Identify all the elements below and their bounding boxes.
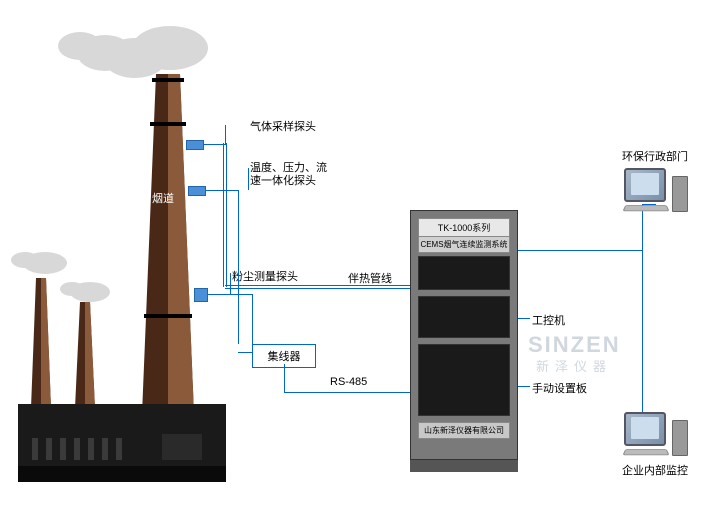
cabinet-company: 山东新泽仪器有限公司: [418, 422, 510, 439]
manual-panel-label: 手动设置板: [532, 380, 587, 396]
ipc-line: [518, 318, 530, 319]
cabinet-dark-2: [418, 296, 510, 338]
main-chimney: [128, 74, 208, 414]
dust-line-v: [252, 294, 253, 344]
env-dept-label: 环保行政部门: [622, 148, 688, 164]
watermark-brand: SINZEN: [528, 332, 621, 358]
small-chimney-1: [26, 278, 56, 408]
rs485-label: RS-485: [330, 376, 367, 388]
ipc-label: 工控机: [532, 312, 565, 328]
tpf-line-v: [238, 190, 239, 344]
gas-probe: [186, 140, 204, 150]
cabinet-series: TK-1000系列: [418, 218, 510, 237]
internal-computer: [624, 412, 668, 456]
dust-probe: [194, 288, 208, 302]
rs485-h: [284, 392, 412, 393]
tpf-line-h: [206, 190, 238, 191]
tpf-probe: [188, 186, 206, 196]
env-dept-computer: [624, 168, 668, 212]
hub-in-h: [238, 352, 252, 353]
monitoring-cabinet: TK-1000系列 CEMS烟气连续监测系统 山东新泽仪器有限公司: [410, 210, 518, 472]
cab-out-h: [518, 250, 642, 251]
dust-probe-label: 粉尘测量探头: [232, 268, 298, 284]
heated-line-v: [223, 143, 227, 287]
cab-out-v: [642, 204, 643, 444]
cabinet-dark-1: [418, 256, 510, 290]
smoke-small-1: [10, 248, 70, 278]
internal-label: 企业内部监控: [622, 462, 688, 478]
heated-line-label: 伴热管线: [348, 270, 392, 286]
dust-line-label: [230, 273, 231, 295]
manual-line: [518, 386, 530, 387]
gas-line-v: [225, 125, 226, 145]
chimney-label: 烟道: [152, 190, 174, 206]
dust-line-h2: [208, 294, 252, 295]
cabinet-system: CEMS烟气连续监测系统: [418, 236, 510, 253]
tpf-probe-label: 温度、压力、流速一体化探头: [250, 162, 327, 188]
small-chimney-2: [70, 302, 100, 408]
rs485-v: [284, 364, 285, 392]
watermark-cn: 新泽仪器: [536, 356, 612, 375]
cabinet-dark-3: [418, 344, 510, 416]
building-base: [18, 404, 226, 482]
tpf-line-label: [248, 168, 249, 190]
gas-probe-label: 气体采样探头: [250, 118, 316, 134]
